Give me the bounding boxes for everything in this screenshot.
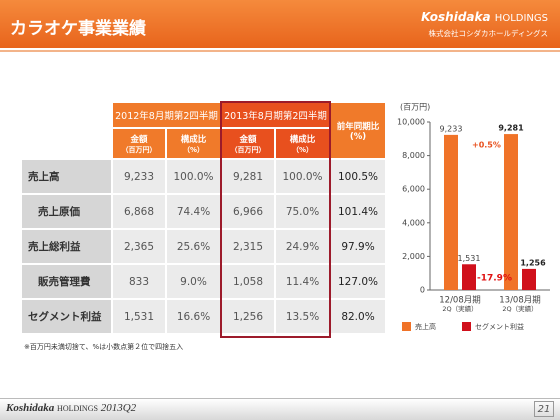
sub-header: 構成比 （%） — [276, 129, 329, 158]
footer-brand-sub: HOLDINGS — [57, 404, 98, 413]
period-header: 2012年8月期第2四半期 — [113, 103, 220, 127]
sub-header-line: （%） — [291, 145, 313, 154]
table-cell: 2,365 — [113, 230, 165, 263]
legend-label: 売上高 — [415, 322, 436, 331]
bar-chart: (百万円) 0 2,000 4,000 6,000 8,000 10,000 12/08月期… — [397, 103, 550, 331]
footer-bar — [0, 398, 560, 420]
table-cell: 13.5% — [276, 300, 329, 333]
sub-header: 構成比 （%） — [167, 129, 220, 158]
header-rule — [0, 50, 560, 52]
header-bar — [0, 0, 560, 48]
row-label: セグメント利益 — [22, 300, 111, 333]
table-cell: 6,966 — [222, 195, 274, 228]
table-cell: 25.6% — [167, 230, 220, 263]
footer-period: 2013Q2 — [100, 402, 137, 414]
y-tick-label: 6,000 — [402, 185, 425, 194]
x-tick-label: 2Q（実績） — [502, 304, 537, 313]
sub-header-line: 構成比 — [180, 134, 207, 145]
table-cell: 101.4% — [331, 195, 385, 228]
table-cell: 16.6% — [167, 300, 220, 333]
footer-brand-name: Koshidaka — [6, 402, 55, 414]
table-cell: 833 — [113, 265, 165, 298]
sub-header: 金額 （百万円） — [222, 129, 274, 158]
table-cell: 1,058 — [222, 265, 274, 298]
bar — [462, 264, 476, 290]
table-cell: 100.0% — [167, 160, 220, 193]
data-label: 9,281 — [498, 124, 524, 133]
table-cell: 9.0% — [167, 265, 220, 298]
table-cell: 24.9% — [276, 230, 329, 263]
sub-header-line: （%） — [182, 145, 204, 154]
row-label: 売上総利益 — [22, 230, 111, 263]
sub-header-line: （百万円） — [121, 145, 157, 154]
highlight-frame — [220, 101, 331, 338]
yoy-header-line: (%) — [349, 131, 367, 142]
legend-swatch — [402, 322, 411, 331]
footnote: ※百万円未満切捨て、%は小数点第２位で四捨五入 — [24, 343, 184, 351]
legend-swatch — [462, 322, 471, 331]
table-cell: 82.0% — [331, 300, 385, 333]
table-cell: 100.0% — [276, 160, 329, 193]
bar — [504, 134, 518, 290]
table-cell: 2,315 — [222, 230, 274, 263]
row-label: 販売管理費 — [22, 265, 111, 298]
yoy-header-line: 前年同期比 — [336, 121, 380, 132]
x-tick-label: 2Q（実績） — [442, 304, 477, 313]
page-number: 21 — [534, 401, 554, 417]
table-cell: 75.0% — [276, 195, 329, 228]
legend-label: セグメント利益 — [475, 322, 524, 331]
sub-header-line: （百万円） — [230, 145, 266, 154]
table-cell: 9,281 — [222, 160, 274, 193]
y-axis-label: (百万円) — [400, 103, 430, 112]
y-tick-label: 0 — [420, 286, 425, 295]
y-tick-label: 8,000 — [402, 151, 425, 160]
data-label: 9,233 — [440, 124, 463, 133]
sub-header: 金額 （百万円） — [113, 129, 165, 158]
table-cell: 1,256 — [222, 300, 274, 333]
table-cell: 11.4% — [276, 265, 329, 298]
footer-brand: Koshidaka HOLDINGS 2013Q2 — [6, 402, 136, 414]
logo-sub: HOLDINGS — [494, 13, 548, 24]
data-label: 1,531 — [458, 254, 481, 263]
table-cell: 74.4% — [167, 195, 220, 228]
company-name: 株式会社コシダカホールディングス — [428, 29, 548, 38]
table-cell: 100.5% — [331, 160, 385, 193]
table-cell: 1,531 — [113, 300, 165, 333]
table-cell: 127.0% — [331, 265, 385, 298]
x-tick-label: 13/08月期 — [499, 296, 541, 306]
bar — [444, 134, 458, 290]
logo-text: Koshidaka — [421, 10, 491, 24]
y-tick-label: 4,000 — [402, 218, 425, 227]
yoy-header: 前年同期比 (%) — [331, 103, 385, 158]
bar — [522, 268, 536, 290]
table-cell: 97.9% — [331, 230, 385, 263]
logo: Koshidaka HOLDINGS — [421, 10, 548, 24]
y-tick-label: 2,000 — [402, 252, 425, 261]
row-label: 売上高 — [22, 160, 111, 193]
y-tick-label: 10,000 — [397, 118, 425, 127]
sub-header-line: 金額 — [130, 134, 148, 145]
annotation: -17.9% — [477, 274, 512, 284]
row-label: 売上原価 — [22, 195, 111, 228]
sub-header-line: 金額 — [239, 134, 257, 145]
annotation: +0.5% — [472, 141, 501, 150]
page-title: カラオケ事業業績 — [10, 19, 146, 39]
table-cell: 9,233 — [113, 160, 165, 193]
period-header: 2013年8月期第2四半期 — [222, 103, 329, 127]
table-cell: 6,868 — [113, 195, 165, 228]
x-tick-label: 12/08月期 — [439, 296, 481, 306]
data-label: 1,256 — [520, 258, 546, 267]
sub-header-line: 構成比 — [289, 134, 316, 145]
